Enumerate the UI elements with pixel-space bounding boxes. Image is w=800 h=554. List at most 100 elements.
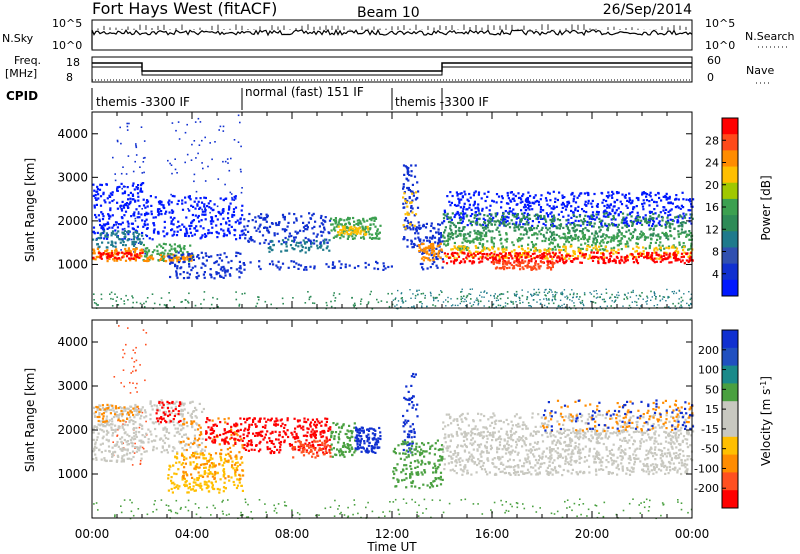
scatter-cell <box>602 253 605 256</box>
scatter-cell <box>609 203 612 206</box>
scatter-cell <box>286 225 289 228</box>
scatter-cell <box>580 513 582 516</box>
scatter-cell <box>123 352 126 355</box>
scatter-cell <box>613 212 616 215</box>
scatter-cell <box>109 423 112 426</box>
scatter-cell <box>303 268 306 271</box>
scatter-cell <box>265 220 268 223</box>
scatter-cell <box>180 506 182 509</box>
scatter-cell <box>239 221 242 224</box>
scatter-cell <box>657 222 660 225</box>
scatter-cell <box>632 247 635 250</box>
scatter-cell <box>534 264 537 267</box>
scatter-cell <box>499 297 502 300</box>
scatter-cell <box>551 299 553 302</box>
scatter-cell <box>206 506 208 509</box>
scatter-cell <box>304 246 307 249</box>
scatter-cell <box>587 192 590 195</box>
scatter-cell <box>468 203 471 206</box>
scatter-cell <box>483 291 485 293</box>
scatter-cell <box>459 247 462 250</box>
scatter-cell <box>421 266 424 269</box>
scatter-cell <box>158 212 161 216</box>
scatter-cell <box>509 262 512 265</box>
scatter-cell <box>167 505 170 507</box>
scatter-cell <box>527 207 530 210</box>
scatter-cell <box>566 295 568 297</box>
scatter-cell <box>614 296 617 298</box>
scatter-cell <box>470 224 473 227</box>
scatter-cell <box>562 203 565 206</box>
scatter-cell <box>191 143 193 146</box>
scatter-cell <box>144 253 146 255</box>
scatter-cell <box>288 212 291 215</box>
scatter-cell <box>263 241 266 244</box>
scatter-cell <box>145 255 148 258</box>
scatter-cell <box>481 296 483 298</box>
scatter-cell <box>652 222 655 226</box>
scatter-cell <box>109 192 112 195</box>
scatter-cell <box>309 265 312 268</box>
scatter-cell <box>461 290 463 293</box>
scatter-cell <box>649 195 652 198</box>
scatter-cell <box>487 221 490 224</box>
scatter-cell <box>535 511 538 513</box>
scatter-cell <box>407 188 410 191</box>
scatter-cell <box>160 210 163 213</box>
scatter-cell <box>188 209 191 212</box>
scatter-cell <box>690 203 693 206</box>
scatter-cell <box>598 220 601 223</box>
scatter-cell <box>222 160 224 163</box>
scatter-cell <box>558 235 561 238</box>
scatter-cell <box>515 264 518 267</box>
scatter-cell <box>124 244 127 247</box>
scatter-cell <box>194 304 197 307</box>
scatter-cell <box>228 273 231 276</box>
scatter-cell <box>129 250 132 253</box>
scatter-cell <box>180 266 183 269</box>
scatter-cell <box>605 249 608 252</box>
scatter-cell <box>367 301 370 303</box>
scatter-cell <box>646 300 648 302</box>
scatter-cell <box>549 235 552 238</box>
scatter-cell <box>120 407 123 410</box>
scatter-cell <box>174 256 178 259</box>
scatter-cell <box>676 257 680 261</box>
scatter-cell <box>565 255 568 258</box>
scatter-cell <box>626 256 630 259</box>
colorbar-swatch <box>722 231 738 248</box>
scatter-cell <box>135 406 138 408</box>
scatter-cell <box>228 169 231 172</box>
scatter-cell <box>541 217 544 220</box>
scatter-cell <box>492 216 495 219</box>
scatter-cell <box>619 239 622 242</box>
scatter-cell <box>659 247 662 250</box>
scatter-cell <box>94 213 97 217</box>
scatter-cell <box>685 259 688 262</box>
scatter-cell <box>353 499 355 501</box>
scatter-cell <box>168 259 172 262</box>
scatter-cell <box>187 208 189 210</box>
scatter-cell <box>667 210 670 213</box>
scatter-cell <box>655 260 658 263</box>
scatter-cell <box>442 260 445 263</box>
scatter-cell <box>335 225 338 228</box>
scatter-cell <box>622 235 625 238</box>
scatter-cell <box>257 215 260 218</box>
scatter-cell <box>397 289 399 292</box>
scatter-cell <box>628 197 631 200</box>
scatter-cell <box>571 260 574 263</box>
scatter-cell <box>183 259 186 262</box>
scatter-cell <box>95 216 98 219</box>
scatter-cell <box>171 234 174 237</box>
scatter-cell <box>126 448 129 451</box>
scatter-cell <box>305 241 308 244</box>
scatter-cell <box>325 247 328 250</box>
scatter-cell <box>642 233 645 236</box>
scatter-cell <box>554 295 556 297</box>
scatter-cell <box>127 225 130 228</box>
scatter-cell <box>172 259 175 262</box>
scatter-cell <box>141 406 144 409</box>
scatter-cell <box>272 244 275 247</box>
scatter-cell <box>476 250 479 253</box>
